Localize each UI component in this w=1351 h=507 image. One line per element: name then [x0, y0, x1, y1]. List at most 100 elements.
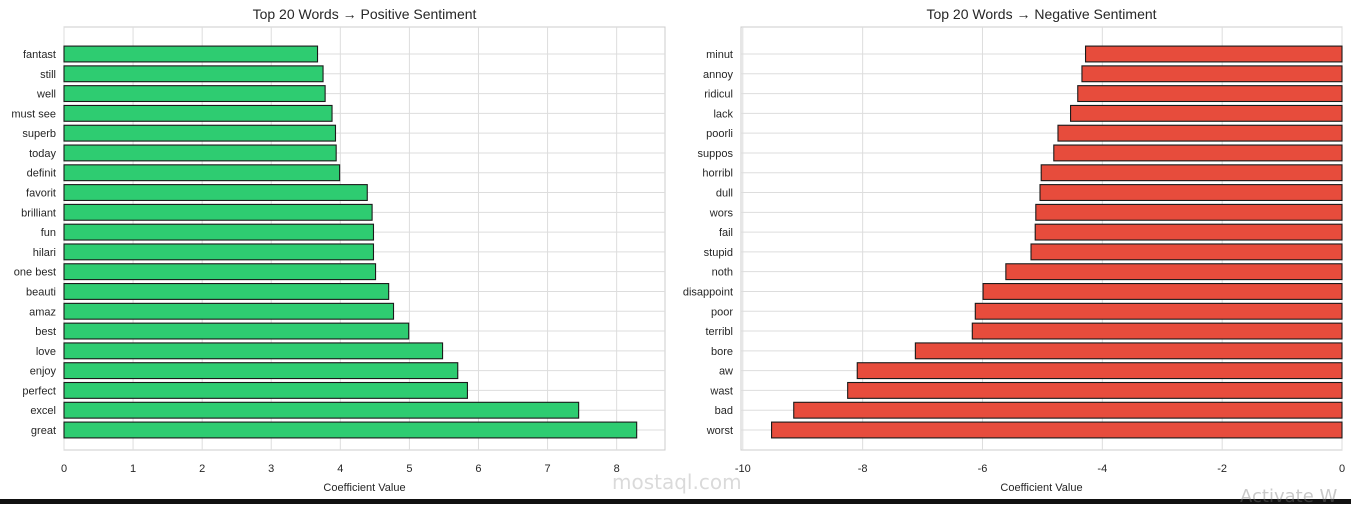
bar-still: [63, 65, 324, 83]
x-tick-label: -2: [1217, 463, 1227, 475]
bar-beauti: [63, 283, 390, 300]
bar-stupid: [1030, 243, 1343, 261]
y-tick-label: enjoy: [30, 366, 57, 378]
y-tick-label: aw: [719, 366, 733, 378]
bar-superb: [63, 124, 337, 142]
bar-wors: [1035, 203, 1343, 221]
bar-horribl: [1040, 164, 1343, 182]
x-tick-label: -6: [978, 463, 988, 475]
y-tick-label: fun: [41, 227, 56, 239]
y-tick-label: bad: [715, 405, 733, 417]
y-tick-label: one best: [14, 267, 56, 279]
x-tick-label: 6: [475, 463, 481, 475]
bar-excel: [63, 401, 580, 419]
y-tick-label: fantast: [23, 49, 56, 61]
bar-annoy: [1081, 65, 1343, 83]
y-tick-label: lack: [713, 108, 733, 120]
x-tick-label: 8: [614, 463, 620, 475]
bar-enjoy: [63, 362, 459, 380]
bar-minut: [1084, 45, 1343, 63]
y-tick-label: must see: [11, 108, 56, 120]
y-tick-label: annoy: [703, 69, 733, 81]
y-tick-label: excel: [30, 405, 56, 417]
bar-fun: [63, 223, 375, 241]
bar-fail: [1034, 223, 1343, 241]
bar-aw: [856, 362, 1343, 380]
y-tick-label: still: [40, 69, 56, 81]
y-tick-label: wast: [709, 385, 733, 397]
x-tick-label: -8: [858, 463, 868, 475]
y-tick-label: today: [29, 148, 56, 160]
x-axis-label: Coefficient Value: [1000, 482, 1082, 494]
x-tick-label: 0: [61, 463, 67, 475]
positive-chart: fantast still well must see superb today defin…: [11, 6, 666, 494]
x-tick-label: 0: [1339, 463, 1345, 475]
x-tick-label: 1: [130, 463, 136, 475]
bar-definit: [63, 164, 341, 182]
y-tick-label: best: [35, 326, 56, 338]
x-tick-label: 3: [268, 463, 274, 475]
bar-lack: [1070, 104, 1343, 122]
bar-one-best: [63, 263, 377, 281]
bar-suppos: [1053, 144, 1343, 162]
y-tick-label: minut: [706, 49, 733, 61]
x-tick-label: -10: [735, 463, 751, 475]
y-tick-label: noth: [712, 267, 733, 279]
y-tick-label: ridicul: [704, 89, 733, 101]
activate-windows-notice: Activate W: [1240, 486, 1338, 507]
bar-must-see: [63, 104, 333, 122]
bar-noth: [1005, 263, 1343, 281]
bar-bad: [793, 401, 1343, 419]
x-tick-label: 7: [545, 463, 551, 475]
bar-bore: [914, 342, 1343, 360]
y-tick-label: poorli: [706, 128, 733, 140]
y-tick-label: beauti: [26, 286, 56, 298]
y-tick-label: superb: [22, 128, 56, 140]
y-tick-label: favorit: [26, 188, 56, 200]
y-tick-label: fail: [719, 227, 733, 239]
bar-great: [63, 421, 638, 439]
x-tick-label: -4: [1097, 463, 1107, 475]
bar-wast: [847, 381, 1343, 399]
y-tick-label: horribl: [702, 168, 733, 180]
bar-hilari: [63, 243, 375, 261]
y-tick-label: love: [36, 346, 56, 358]
taskbar-edge: [0, 499, 1351, 504]
y-tick-label: brilliant: [21, 207, 56, 219]
x-tick-label: 4: [337, 463, 343, 475]
bar-poorli: [1057, 124, 1343, 142]
bar-well: [63, 85, 326, 103]
x-tick-label: 5: [406, 463, 412, 475]
y-tick-label: poor: [711, 306, 733, 318]
y-tick-label: stupid: [704, 247, 733, 259]
y-tick-label: amaz: [29, 306, 56, 318]
y-tick-label: disappoint: [683, 286, 733, 298]
y-tick-label: suppos: [698, 148, 734, 160]
y-tick-label: bore: [711, 346, 733, 358]
bar-ridicul: [1077, 85, 1343, 103]
bar-worst: [771, 421, 1343, 439]
bar-amaz: [63, 302, 395, 320]
y-tick-label: definit: [27, 168, 56, 180]
y-tick-label: hilari: [33, 247, 56, 259]
bar-love: [63, 342, 444, 360]
y-tick-label: dull: [716, 188, 733, 200]
y-tick-label: perfect: [22, 385, 56, 397]
y-tick-label: wors: [709, 207, 734, 219]
mostaql-watermark: mostaql.com: [612, 470, 742, 494]
bar-dull: [1039, 184, 1343, 201]
bar-terribl: [971, 322, 1343, 340]
y-tick-label: well: [36, 89, 56, 101]
bar-poor: [974, 302, 1343, 320]
y-tick-label: worst: [706, 425, 733, 437]
x-tick-label: 2: [199, 463, 205, 475]
bar-favorit: [63, 184, 368, 201]
bar-today: [63, 144, 337, 162]
x-axis-label: Coefficient Value: [323, 482, 405, 494]
y-tick-label: terribl: [705, 326, 733, 338]
bar-perfect: [63, 381, 468, 399]
bar-best: [63, 322, 410, 340]
chart-title: Top 20 Words → Positive Sentiment: [253, 6, 477, 22]
negative-chart: minut annoy ridicul lack poorli suppos horribl…: [683, 6, 1345, 494]
